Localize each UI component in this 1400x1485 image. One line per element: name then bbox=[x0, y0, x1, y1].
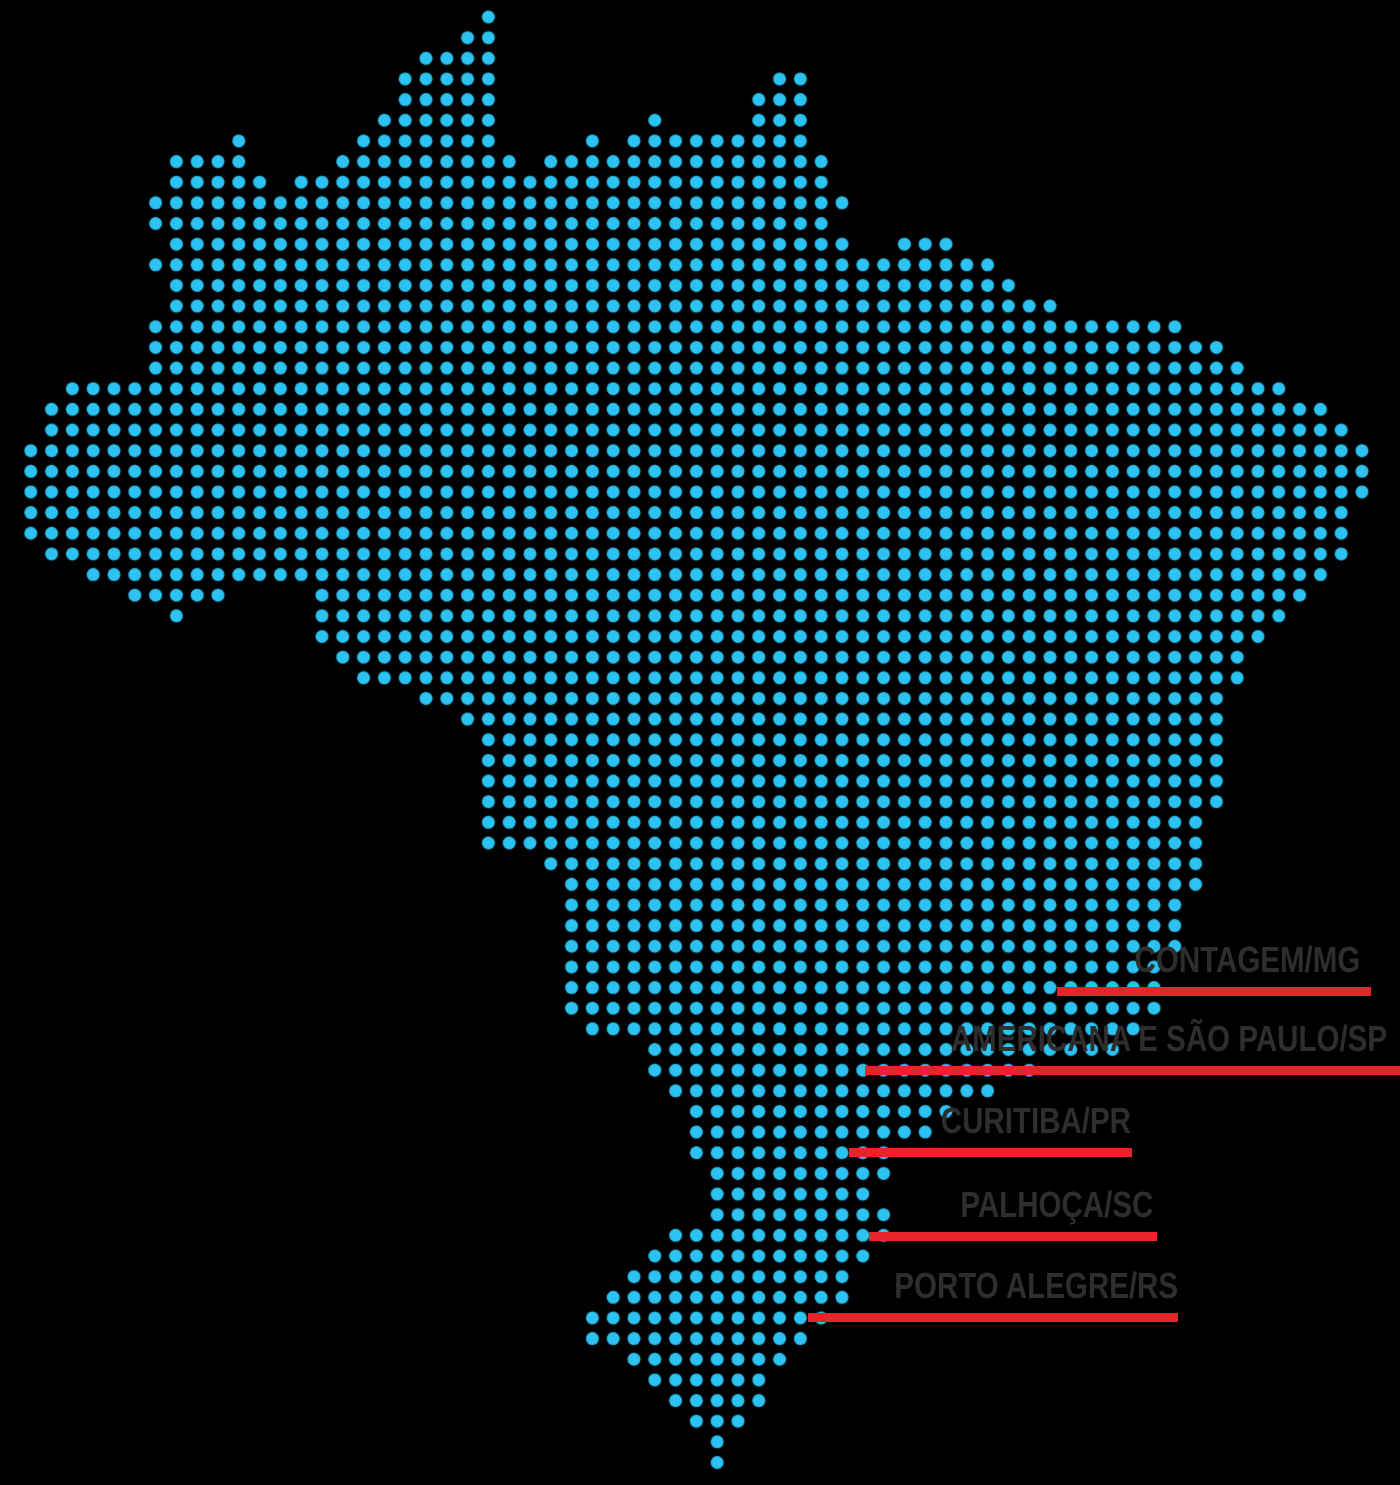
callout-label-contagem-mg: CONTAGEM/MG bbox=[1134, 939, 1360, 980]
callout-label-palhoca-sc: PALHOÇA/SC bbox=[960, 1184, 1153, 1225]
callout-line-contagem-mg bbox=[1057, 987, 1371, 996]
callout-line-porto-alegre-rs bbox=[808, 1313, 1178, 1322]
callout-line-palhoca-sc bbox=[869, 1232, 1157, 1241]
callout-label-americana-sao-paulo-sp: AMERICANA E SÃO PAULO/SP bbox=[950, 1018, 1387, 1059]
callout-line-americana-sao-paulo-sp bbox=[865, 1066, 1400, 1075]
callout-label-curitiba-pr: CURITIBA/PR bbox=[940, 1100, 1131, 1141]
callout-line-curitiba-pr bbox=[849, 1148, 1132, 1157]
callout-label-porto-alegre-rs: PORTO ALEGRE/RS bbox=[894, 1265, 1178, 1306]
